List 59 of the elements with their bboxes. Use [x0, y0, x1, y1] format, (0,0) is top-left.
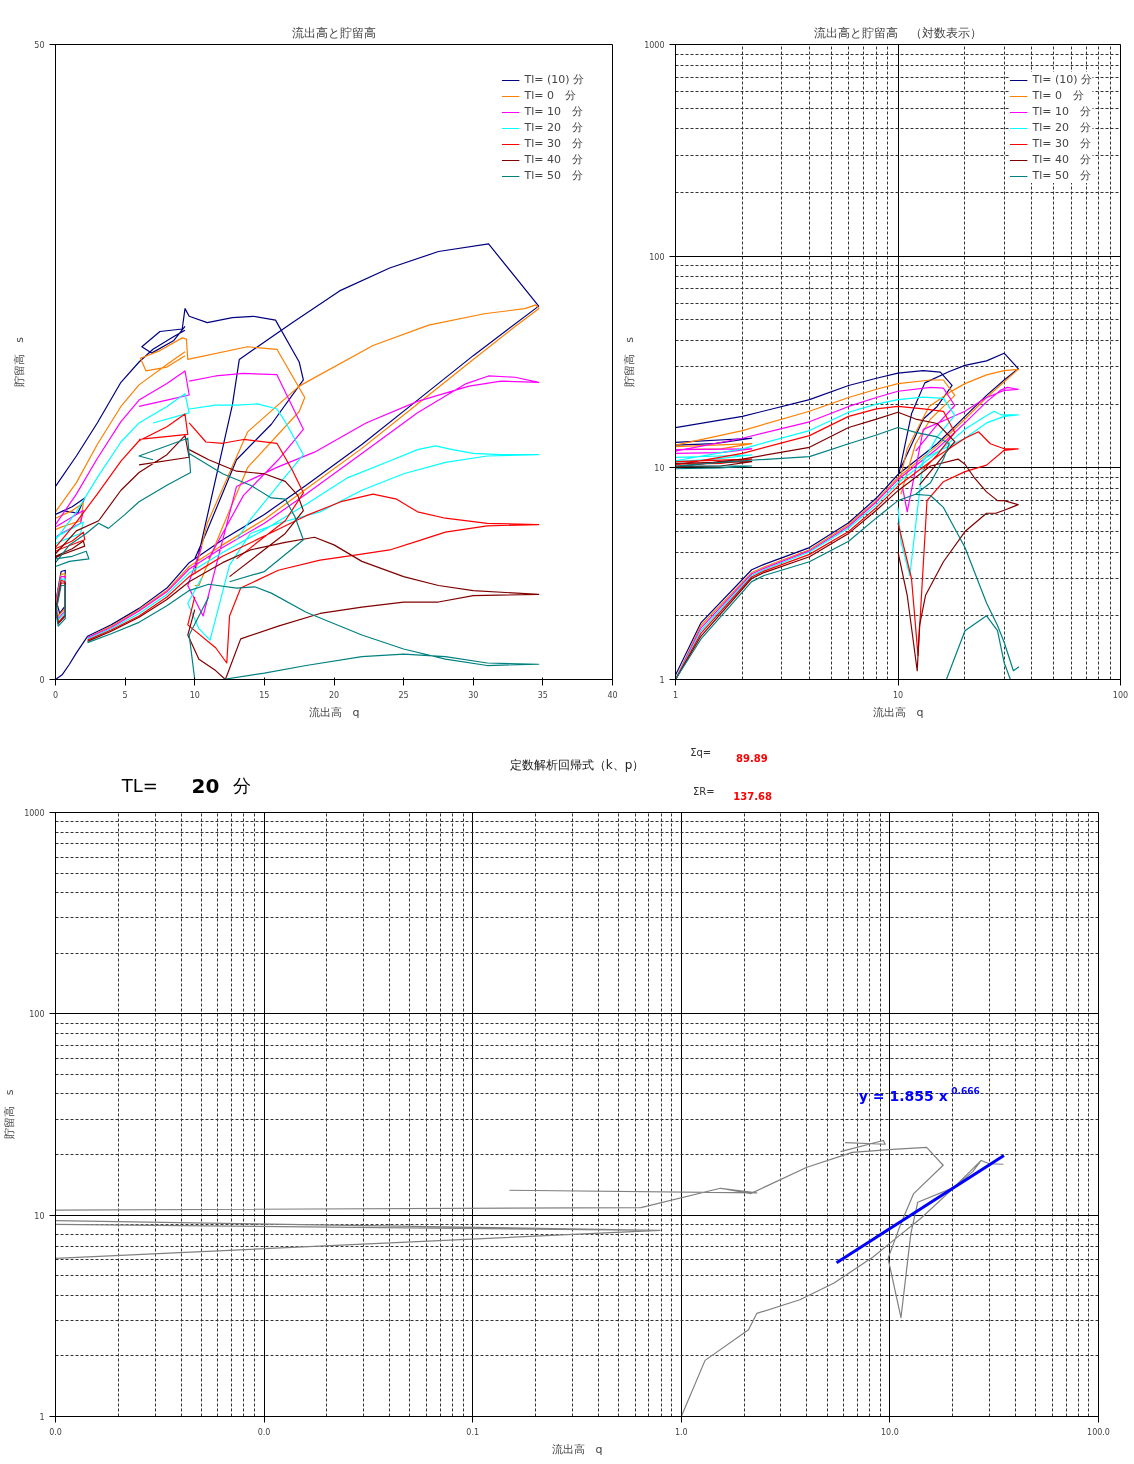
x-tick-label: 1.0 — [674, 1427, 688, 1437]
legend-label: Tl= 0 分 — [524, 88, 576, 103]
x-tick-label: 15 — [259, 690, 270, 700]
y-tick-label: 100 — [29, 1010, 45, 1020]
x-tick-label: 20 — [328, 690, 340, 700]
x-axis-title: 流出高 q — [872, 705, 924, 719]
legend-label: Tl= 40 分 — [1032, 152, 1091, 167]
legend-label: Tl= 50 分 — [524, 168, 583, 183]
legend-label: Tl= 0 分 — [1032, 88, 1084, 103]
legend-label: Tl= 10 分 — [524, 104, 583, 119]
y-tick-label: 1 — [659, 676, 665, 685]
y-axis-title: 貯留高 s — [623, 336, 637, 387]
text: Σq= — [690, 747, 712, 758]
x-tick-label: 1 — [672, 690, 679, 700]
x-tick-label: 10 — [892, 690, 904, 700]
y-tick-label: 0 — [39, 676, 45, 685]
x-tick-label: 0.0 — [49, 1427, 62, 1437]
text: 分 — [233, 775, 252, 796]
x-tick-label: 100 — [1112, 690, 1129, 700]
legend-label: Tl= 30 分 — [524, 136, 583, 151]
x-tick-label: 25 — [398, 690, 409, 700]
legend-label: Tl= 50 分 — [1032, 168, 1091, 183]
annotation: y = 1.855 x0.666 — [858, 1085, 980, 1105]
chart-title: 流出高と貯留高 （対数表示） — [814, 25, 982, 40]
y-tick-label: 50 — [34, 41, 45, 50]
x-tick-label: 30 — [468, 690, 479, 700]
legend-label: Tl= 10 分 — [1032, 104, 1091, 119]
chart-title: 流出高と貯留高 — [292, 25, 376, 40]
y-tick-label: 100 — [649, 252, 665, 262]
legend-label: Tl= 20 分 — [524, 120, 583, 135]
x-tick-label: 40 — [607, 690, 618, 700]
x-tick-label: 0.0 — [257, 1427, 271, 1437]
y-tick-label: 10 — [654, 464, 665, 474]
y-tick-label: 10 — [34, 1211, 45, 1221]
text: 89.89 — [736, 752, 768, 764]
y-axis-title: 貯留高 s — [13, 336, 27, 387]
x-axis-title: 流出高 q — [308, 705, 360, 719]
text: TL= — [120, 775, 158, 796]
legend-label: Tl= (10) 分 — [524, 72, 584, 87]
text: ΣR= — [692, 786, 715, 797]
x-tick-label: 10 — [189, 690, 200, 700]
x-tick-label: 100.0 — [1087, 1427, 1110, 1437]
text: 20 — [191, 773, 220, 798]
legend-label: Tl= 40 分 — [524, 152, 583, 167]
x-tick-label: 0 — [52, 690, 59, 700]
x-tick-label: 0.1 — [466, 1427, 480, 1437]
legend-label: Tl= (10) 分 — [1032, 72, 1092, 87]
y-axis-title: 貯留高 s — [3, 1089, 17, 1140]
legend-label: Tl= 30 分 — [1032, 136, 1091, 151]
y-tick-label: 1000 — [24, 809, 45, 818]
y-tick-label: 1000 — [644, 41, 665, 50]
x-tick-label: 10.0 — [880, 1427, 899, 1437]
chart-title: 定数解析回帰式（k、p） — [509, 757, 645, 772]
legend-label: Tl= 20 分 — [1032, 120, 1091, 135]
text: 137.68 — [733, 790, 772, 802]
x-axis-title: 流出高 q — [551, 1442, 603, 1456]
x-tick-label: 35 — [537, 690, 548, 700]
x-tick-label: 5 — [122, 690, 128, 700]
y-tick-label: 1 — [39, 1413, 45, 1422]
